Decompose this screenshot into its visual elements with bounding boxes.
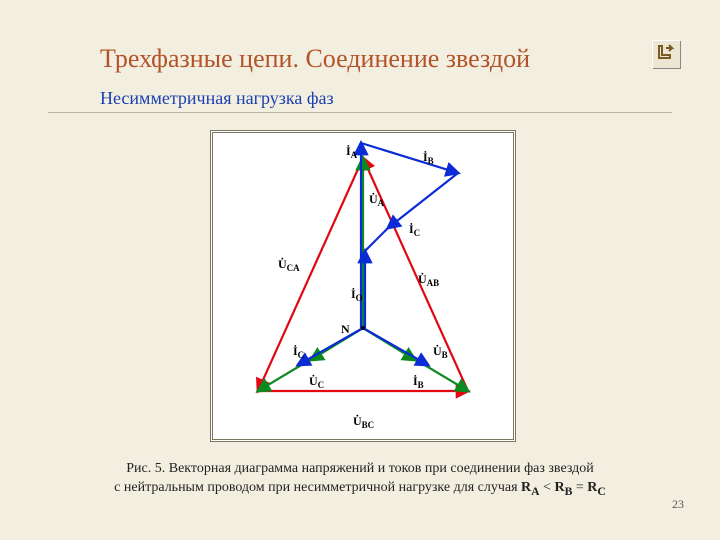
page-number: 23 (672, 497, 684, 512)
label-uca: U̇CA (278, 257, 300, 273)
vector-ib-top (361, 143, 458, 173)
caption-eq: = (576, 480, 587, 495)
vector-ib-mid (363, 328, 428, 365)
back-icon[interactable] (652, 40, 680, 68)
label-ic-top: İC (409, 222, 420, 238)
page-title: Трехфазные цепи. Соединение звездой (100, 44, 530, 74)
caption-rc: RC (587, 480, 606, 495)
caption-ra: RA (521, 480, 540, 495)
vector-ib-top-ret (388, 173, 458, 228)
vector-uca (258, 158, 363, 391)
label-uab: U̇AB (418, 272, 439, 288)
divider (48, 112, 672, 113)
vector-uab (363, 158, 468, 391)
vector-ic-top (365, 228, 388, 251)
caption-rb: RB (554, 480, 572, 495)
vector-diagram: İA İB İC İO U̇A U̇AB U̇CA U̇BC İB İC U̇B… (210, 130, 516, 442)
label-ubc: U̇BC (353, 414, 374, 430)
label-uc: U̇C (309, 374, 324, 390)
subtitle: Несимметричная нагрузка фаз (100, 88, 334, 109)
caption-line2-prefix: с нейтральным проводом при несимметрично… (114, 480, 521, 495)
vector-ic-mid (298, 328, 363, 365)
label-ib-top: İB (423, 150, 434, 166)
label-n: N (341, 322, 350, 336)
caption-lt: < (543, 480, 554, 495)
label-ua: U̇A (369, 192, 385, 208)
figure-caption: Рис. 5. Векторная диаграмма напряжений и… (80, 460, 640, 499)
label-ic-mid: İC (293, 344, 304, 360)
label-ub: U̇B (433, 344, 448, 360)
label-ia: İA (346, 144, 358, 160)
label-ib-mid: İB (413, 374, 424, 390)
caption-line1: Рис. 5. Векторная диаграмма напряжений и… (126, 461, 593, 476)
neutral-point (361, 326, 365, 330)
